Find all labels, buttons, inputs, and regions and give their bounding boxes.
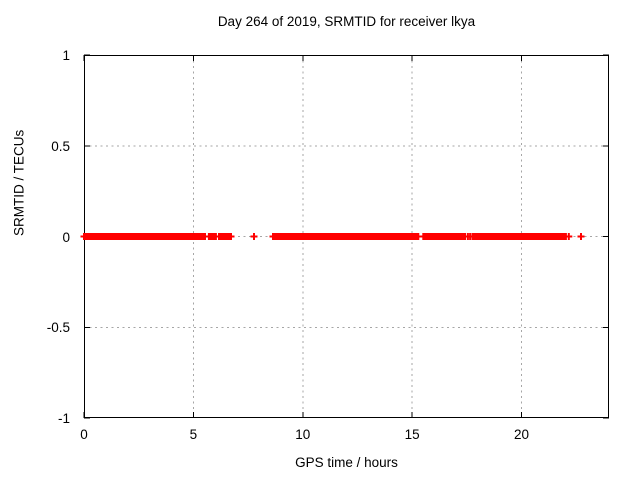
y-tick-label: -1 — [57, 411, 70, 426]
x-axis-label: GPS time / hours — [295, 455, 398, 470]
series-srmtid-markers — [80, 233, 585, 240]
x-tick-label: 10 — [295, 427, 311, 442]
x-tick-label: 15 — [404, 427, 420, 442]
x-tick-label: 0 — [80, 427, 88, 442]
chart-title: Day 264 of 2019, SRMTID for receiver lky… — [217, 14, 476, 29]
y-tick-label: -0.5 — [46, 320, 70, 336]
x-tick-label: 20 — [513, 427, 530, 442]
x-tick-label: 5 — [189, 427, 198, 442]
y-tick-label: 1 — [62, 48, 70, 63]
y-tick-label: 0.5 — [51, 138, 70, 154]
y-tick-label: 0 — [62, 229, 70, 245]
